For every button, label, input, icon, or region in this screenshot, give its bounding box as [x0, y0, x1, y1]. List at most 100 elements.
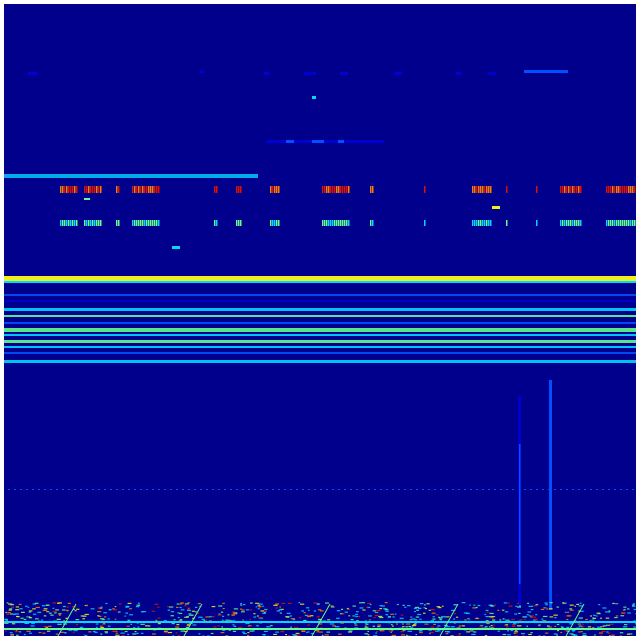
green-burst: [278, 220, 280, 226]
noise-pixel: [253, 616, 257, 618]
orange-burst: [72, 186, 74, 193]
noise-pixel: [531, 615, 534, 617]
green-burst: [490, 220, 492, 226]
noise-pixel: [573, 634, 578, 636]
noise-pixel: [32, 603, 37, 605]
noise-pixel: [554, 617, 557, 619]
noise-pixel: [600, 635, 603, 636]
noise-pixel: [367, 630, 370, 633]
noise-pixel: [346, 607, 350, 610]
green-burst: [572, 220, 574, 226]
orange-burst: [344, 186, 346, 193]
noise-pixel: [194, 606, 198, 608]
noise-pixel: [40, 619, 44, 621]
green-burst: [154, 220, 156, 226]
noise-pixel: [340, 622, 345, 624]
noise-pixel: [383, 608, 388, 610]
noise-pixel: [388, 630, 392, 632]
green-burst: [144, 220, 146, 226]
noise-pixel: [180, 609, 185, 611]
green-burst: [216, 220, 218, 226]
noise-pixel: [15, 606, 20, 608]
green-burst: [476, 220, 478, 226]
dotted-line-dot: [182, 489, 184, 490]
noise-pixel: [466, 631, 470, 633]
bottom-band: [4, 628, 636, 630]
noise-pixel: [422, 612, 426, 614]
noise-pixel: [292, 634, 297, 636]
noise-pixel: [428, 609, 431, 611]
noise-pixel: [488, 604, 493, 606]
noise-pixel: [186, 609, 192, 612]
noise-pixel: [120, 632, 125, 634]
green-burst: [330, 220, 332, 226]
noise-pixel: [532, 619, 536, 621]
orange-burst: [610, 186, 612, 193]
dotted-line-dot: [368, 489, 370, 490]
noise-pixel: [317, 623, 323, 625]
noise-pixel: [488, 626, 491, 628]
dotted-line-dot: [632, 489, 634, 490]
noise-pixel: [180, 602, 184, 604]
noise-pixel: [171, 623, 175, 625]
dotted-line-dot: [344, 489, 346, 490]
noise-pixel: [19, 608, 23, 610]
green-burst: [626, 220, 628, 226]
noise-pixel: [79, 626, 84, 628]
noise-pixel: [430, 608, 435, 611]
noise-pixel: [423, 607, 426, 609]
green-burst: [474, 220, 476, 226]
noise-pixel: [37, 611, 42, 613]
noise-pixel: [179, 606, 182, 609]
noise-pixel: [417, 607, 422, 609]
dotted-line-dot: [32, 489, 34, 490]
noise-pixel: [436, 606, 441, 608]
green-burst: [118, 220, 120, 226]
dotted-line-dot: [614, 489, 616, 490]
noise-pixel: [499, 619, 502, 621]
orange-burst: [574, 186, 576, 193]
noise-pixel: [221, 619, 224, 621]
noise-pixel: [608, 610, 611, 612]
dotted-line-dot: [554, 489, 556, 490]
noise-pixel: [569, 604, 574, 606]
noise-pixel: [332, 625, 336, 627]
noise-pixel: [362, 609, 366, 611]
horizontal-band: [4, 352, 636, 354]
orange-burst: [154, 186, 156, 193]
orange-burst: [568, 186, 570, 193]
noise-pixel: [45, 604, 50, 606]
noise-pixel: [364, 633, 369, 635]
noise-pixel: [437, 625, 441, 627]
noise-pixel: [175, 632, 178, 634]
noise-pixel: [419, 618, 422, 620]
noise-pixel: [548, 608, 553, 610]
noise-pixel: [111, 630, 117, 632]
noise-pixel: [69, 629, 73, 631]
dotted-line-dot: [140, 489, 142, 490]
noise-pixel: [428, 629, 433, 631]
orange-burst: [276, 186, 278, 193]
noise-pixel: [515, 605, 518, 607]
green-burst: [116, 220, 118, 226]
noise-pixel: [125, 605, 130, 608]
noise-pixel: [569, 623, 573, 625]
noise-pixel: [571, 629, 576, 631]
green-burst: [88, 220, 90, 226]
orange-burst: [490, 186, 492, 193]
green-burst: [616, 220, 618, 226]
noise-pixel: [32, 608, 36, 610]
noise-pixel: [307, 624, 310, 626]
noise-pixel: [321, 634, 324, 636]
noise-pixel: [104, 616, 107, 618]
noise-pixel: [262, 610, 268, 612]
orange-burst: [60, 186, 62, 193]
noise-pixel: [526, 625, 528, 627]
noise-pixel: [46, 611, 50, 613]
faint-signal: [456, 72, 462, 75]
noise-pixel: [142, 611, 147, 613]
noise-pixel: [307, 614, 311, 617]
noise-pixel: [292, 618, 296, 621]
horizontal-band: [4, 294, 636, 296]
green-burst: [326, 220, 328, 226]
